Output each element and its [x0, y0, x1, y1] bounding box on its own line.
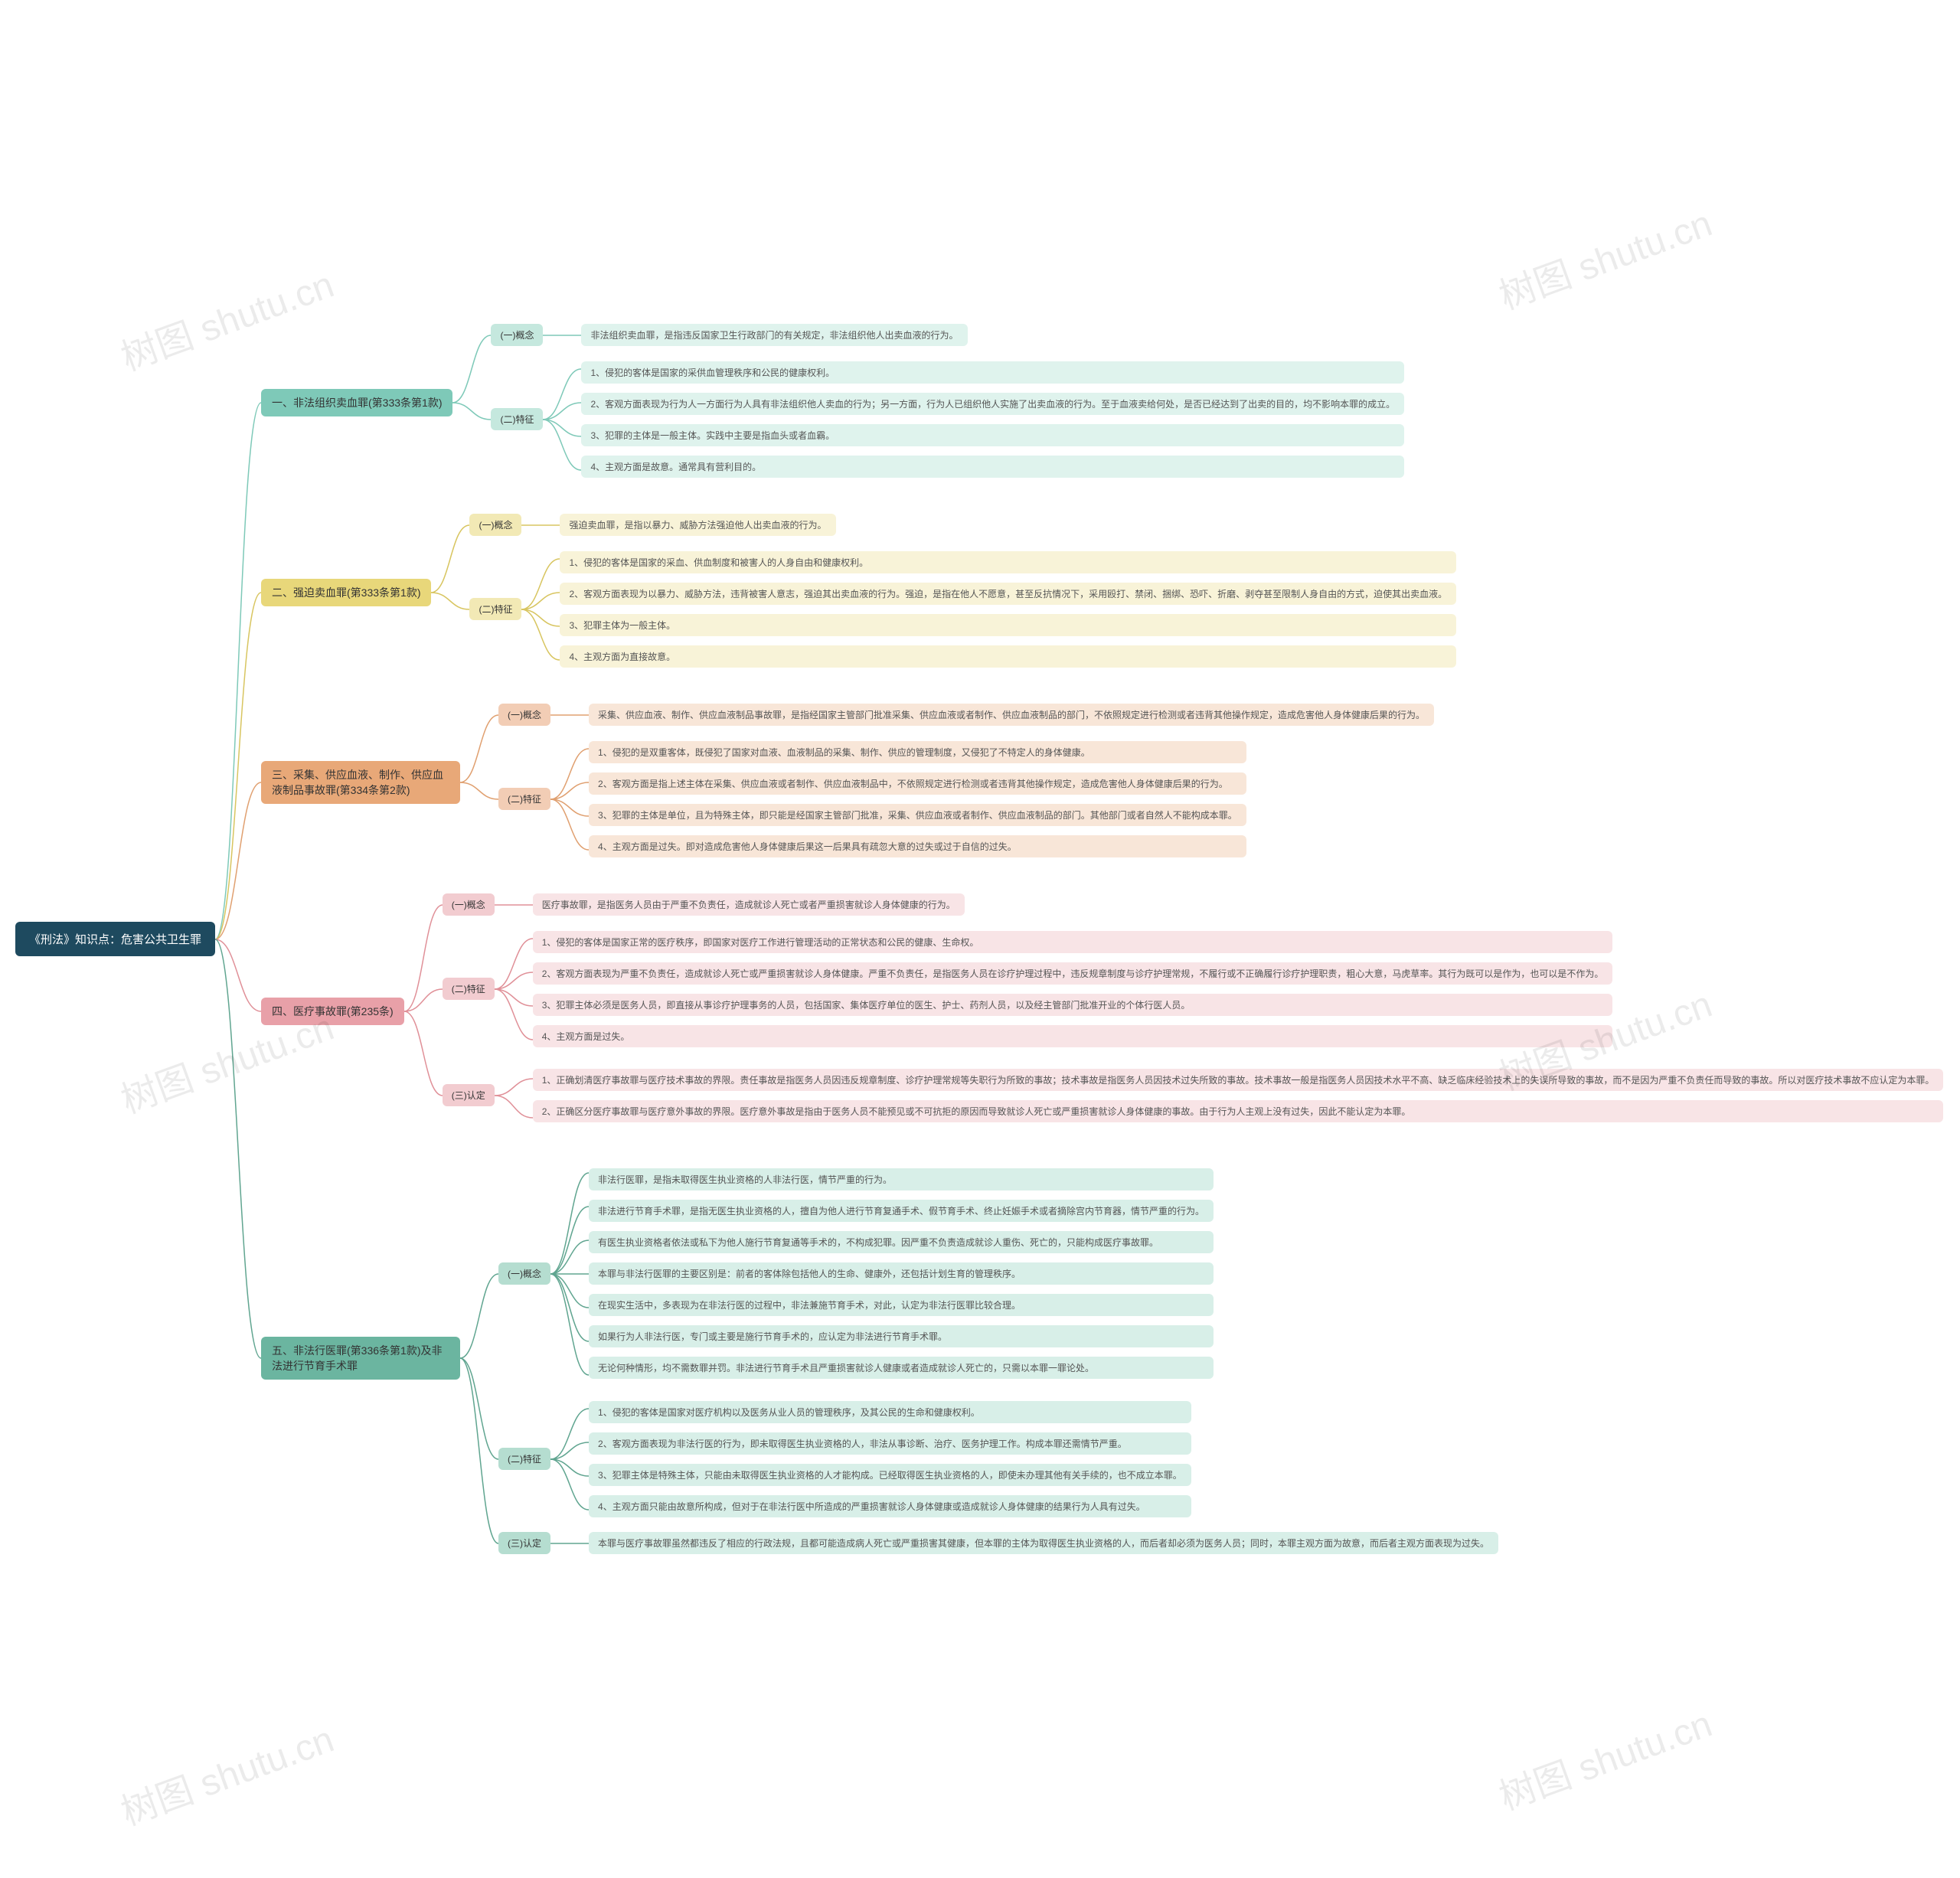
leaf-b5-1-2: 3、犯罪主体是特殊主体，只能由未取得医生执业资格的人才能构成。已经取得医生执业资… — [589, 1464, 1191, 1486]
leaf-b1-0-0: 非法组织卖血罪，是指违反国家卫生行政部门的有关规定，非法组织他人出卖血液的行为。 — [581, 324, 967, 346]
leaf-b5-0-5: 如果行为人非法行医，专门或主要是施行节育手术的，应认定为非法进行节育手术罪。 — [589, 1325, 1214, 1347]
leaf-b1-1-0: 1、侵犯的客体是国家的采供血管理秩序和公民的健康权利。 — [581, 361, 1404, 384]
leaf-b5-0-1: 非法进行节育手术罪，是指无医生执业资格的人，擅自为他人进行节育复通手术、假节育手… — [589, 1200, 1214, 1222]
sub-b5-1: (二)特征 — [498, 1448, 550, 1470]
leaf-b2-0-0: 强迫卖血罪，是指以暴力、威胁方法强迫他人出卖血液的行为。 — [560, 514, 835, 536]
leaf-b3-1-1: 2、客观方面是指上述主体在采集、供应血液或者制作、供应血液制品中，不依照规定进行… — [589, 772, 1246, 795]
leaf-b1-1-2: 3、犯罪的主体是一般主体。实践中主要是指血头或者血霸。 — [581, 424, 1404, 446]
leaf-b5-1-1: 2、客观方面表现为非法行医的行为，即未取得医生执业资格的人，非法从事诊断、治疗、… — [589, 1432, 1191, 1455]
branch-b3: 三、采集、供应血液、制作、供应血液制品事故罪(第334条第2款) — [261, 761, 460, 804]
sub-b5-0: (一)概念 — [498, 1262, 550, 1285]
leaf-b5-0-2: 有医生执业资格者依法或私下为他人施行节育复通等手术的，不构成犯罪。因严重不负责造… — [589, 1231, 1214, 1253]
leaf-b5-0-0: 非法行医罪，是指未取得医生执业资格的人非法行医，情节严重的行为。 — [589, 1168, 1214, 1190]
leaf-b4-1-1: 2、客观方面表现为严重不负责任，造成就诊人死亡或严重损害就诊人身体健康。严重不负… — [533, 962, 1613, 985]
leaf-b2-1-0: 1、侵犯的客体是国家的采血、供血制度和被害人的人身自由和健康权利。 — [560, 551, 1456, 573]
sub-b3-1: (二)特征 — [498, 788, 550, 810]
leaf-b2-1-2: 3、犯罪主体为一般主体。 — [560, 614, 1456, 636]
leaf-b4-1-2: 3、犯罪主体必须是医务人员，即直接从事诊疗护理事务的人员，包括国家、集体医疗单位… — [533, 994, 1613, 1016]
leaf-b3-1-2: 3、犯罪的主体是单位，且为特殊主体，即只能是经国家主管部门批准，采集、供应血液或… — [589, 804, 1246, 826]
leaf-b4-2-0: 1、正确划清医疗事故罪与医疗技术事故的界限。责任事故是指医务人员因违反规章制度、… — [533, 1069, 1944, 1091]
sub-b4-2: (三)认定 — [443, 1084, 495, 1106]
leaf-b1-1-1: 2、客观方面表现为行为人一方面行为人具有非法组织他人卖血的行为；另一方面，行为人… — [581, 393, 1404, 415]
leaf-b5-1-3: 4、主观方面只能由故意所构成，但对于在非法行医中所造成的严重损害就诊人身体健康或… — [589, 1495, 1191, 1517]
leaf-b5-0-3: 本罪与非法行医罪的主要区别是：前者的客体除包括他人的生命、健康外，还包括计划生育… — [589, 1262, 1214, 1285]
leaf-b5-1-0: 1、侵犯的客体是国家对医疗机构以及医务从业人员的管理秩序，及其公民的生命和健康权… — [589, 1401, 1191, 1423]
leaf-b4-1-3: 4、主观方面是过失。 — [533, 1025, 1613, 1047]
leaf-b2-1-3: 4、主观方面为直接故意。 — [560, 645, 1456, 668]
sub-b2-0: (一)概念 — [469, 514, 521, 536]
leaf-b1-1-3: 4、主观方面是故意。通常具有营利目的。 — [581, 456, 1404, 478]
leaf-b3-1-3: 4、主观方面是过失。即对造成危害他人身体健康后果这一后果具有疏忽大意的过失或过于… — [589, 835, 1246, 857]
leaf-b3-0-0: 采集、供应血液、制作、供应血液制品事故罪，是指经国家主管部门批准采集、供应血液或… — [589, 704, 1434, 726]
sub-b3-0: (一)概念 — [498, 704, 550, 726]
leaf-b5-0-4: 在现实生活中，多表现为在非法行医的过程中，非法兼施节育手术，对此，认定为非法行医… — [589, 1294, 1214, 1316]
leaf-b4-2-1: 2、正确区分医疗事故罪与医疗意外事故的界限。医疗意外事故是指由于医务人员不能预见… — [533, 1100, 1944, 1122]
root-node: 《刑法》知识点：危害公共卫生罪 — [15, 922, 215, 956]
sub-b1-0: (一)概念 — [491, 324, 543, 346]
leaf-b4-1-0: 1、侵犯的客体是国家正常的医疗秩序，即国家对医疗工作进行管理活动的正常状态和公民… — [533, 931, 1613, 953]
sub-b4-0: (一)概念 — [443, 893, 495, 916]
sub-b1-1: (二)特征 — [491, 408, 543, 430]
leaf-b5-0-6: 无论何种情形，均不需数罪并罚。非法进行节育手术且严重损害就诊人健康或者造成就诊人… — [589, 1357, 1214, 1379]
branch-b2: 二、强迫卖血罪(第333条第1款) — [261, 579, 431, 606]
leaf-b3-1-0: 1、侵犯的是双重客体，既侵犯了国家对血液、血液制品的采集、制作、供应的管理制度，… — [589, 741, 1246, 763]
leaf-b4-0-0: 医疗事故罪，是指医务人员由于严重不负责任，造成就诊人死亡或者严重损害就诊人身体健… — [533, 893, 965, 916]
leaf-b5-2-0: 本罪与医疗事故罪虽然都违反了相应的行政法规，且都可能造成病人死亡或严重损害其健康… — [589, 1532, 1498, 1554]
branch-b5: 五、非法行医罪(第336条第1款)及非法进行节育手术罪 — [261, 1337, 460, 1380]
sub-b2-1: (二)特征 — [469, 598, 521, 620]
leaf-b2-1-1: 2、客观方面表现为以暴力、威胁方法，违背被害人意志，强迫其出卖血液的行为。强迫，… — [560, 583, 1456, 605]
sub-b4-1: (二)特征 — [443, 978, 495, 1000]
branch-b4: 四、医疗事故罪(第235条) — [261, 998, 404, 1025]
branch-b1: 一、非法组织卖血罪(第333条第1款) — [261, 389, 452, 416]
sub-b5-2: (三)认定 — [498, 1532, 550, 1554]
